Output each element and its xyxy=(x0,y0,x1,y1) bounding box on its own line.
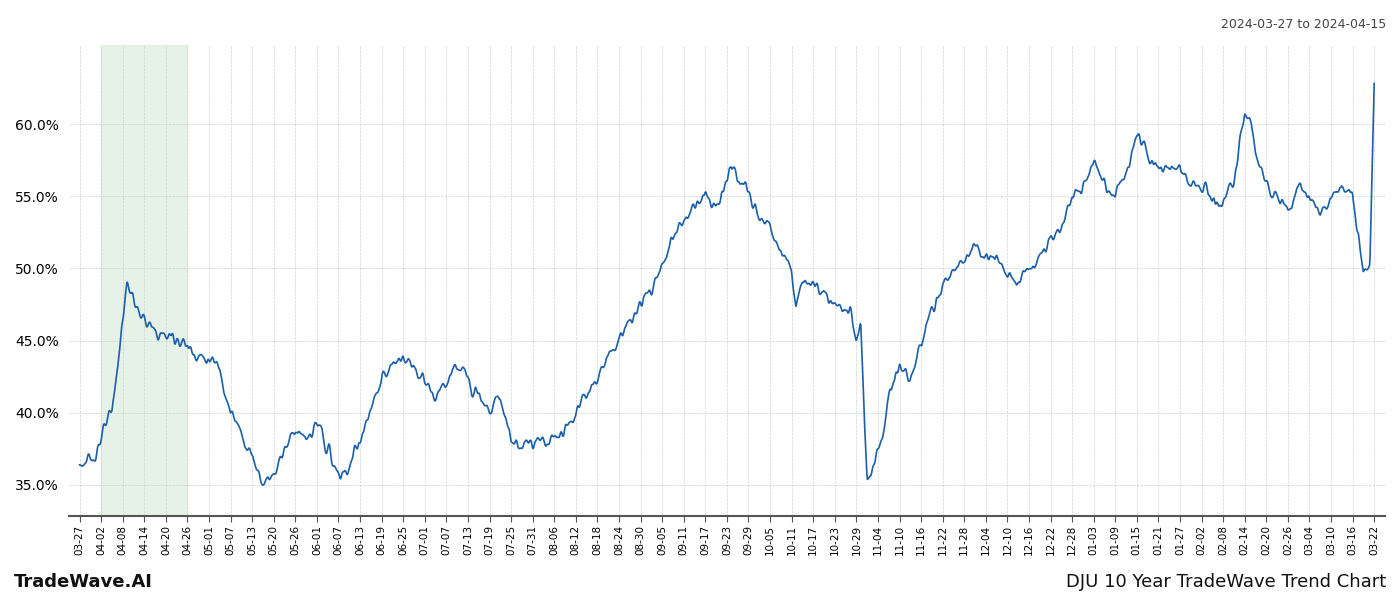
Text: TradeWave.AI: TradeWave.AI xyxy=(14,573,153,591)
Bar xyxy=(101,45,188,517)
Text: 2024-03-27 to 2024-04-15: 2024-03-27 to 2024-04-15 xyxy=(1221,18,1386,31)
Text: DJU 10 Year TradeWave Trend Chart: DJU 10 Year TradeWave Trend Chart xyxy=(1065,573,1386,591)
